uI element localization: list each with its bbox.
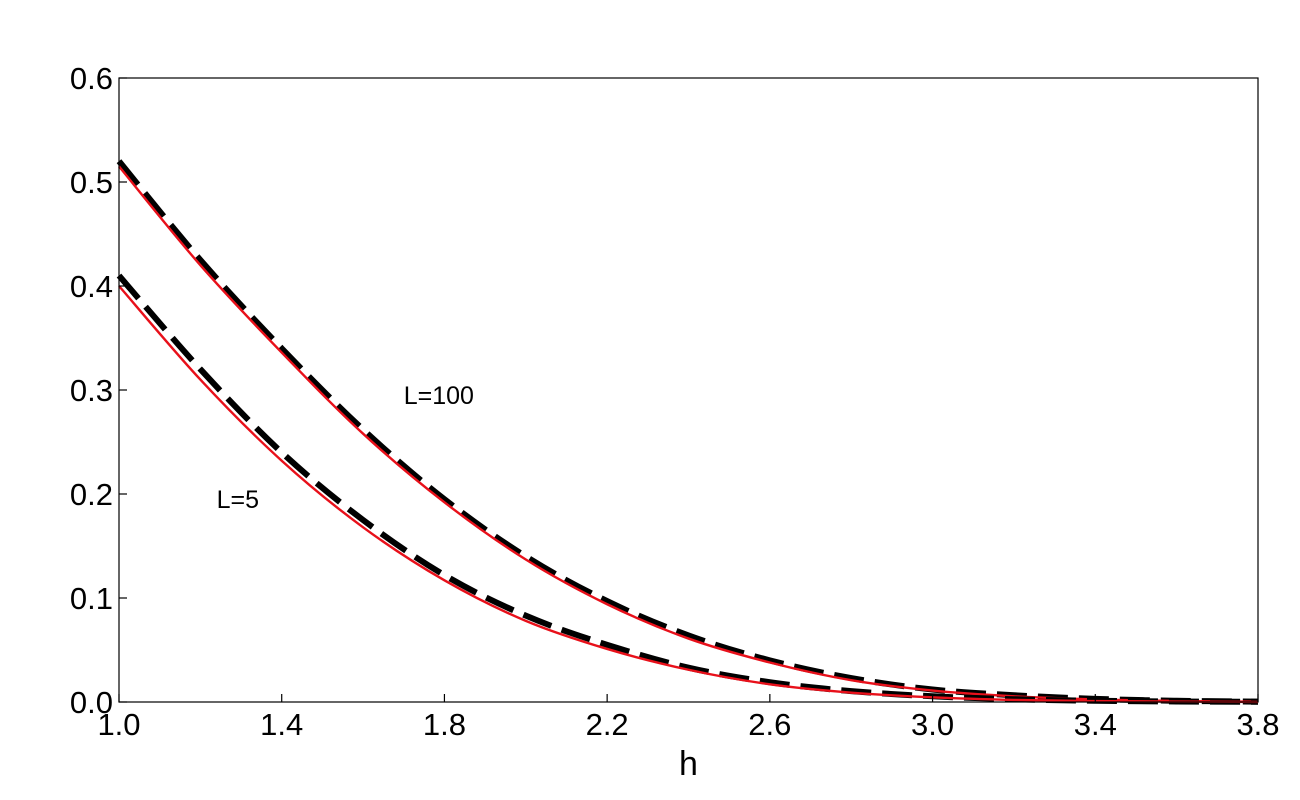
- annotation-layer: L=100 L=5: [217, 382, 474, 514]
- y-tick-label: 0.1: [70, 581, 113, 616]
- x-axis-title: h: [679, 745, 698, 783]
- x-tick-label: 1.0: [97, 707, 140, 742]
- y-tick-label: 0.5: [70, 165, 113, 200]
- curve-label: L=5: [217, 486, 259, 514]
- x-tick-label: 2.6: [748, 707, 791, 742]
- x-tick-label: 1.4: [260, 707, 303, 742]
- x-axis: 1.0 1.4 1.8 2.2 2.6 3.0 3.4 3.8: [97, 694, 1280, 742]
- x-tick-label: 3.4: [1074, 707, 1117, 742]
- x-tick-label: 3.8: [1236, 707, 1279, 742]
- solid-series-line-3: [118, 285, 1259, 704]
- plot-frame: [118, 77, 1259, 703]
- solid-series-line-1: [118, 165, 1259, 703]
- y-tick-label: 0.4: [70, 269, 113, 304]
- dashed-series-line-0: [116, 159, 1259, 705]
- y-tick-label: 0.0: [70, 685, 113, 720]
- x-tick-label: 2.2: [586, 707, 629, 742]
- series-layer: [116, 159, 1259, 705]
- y-tick-label: 0.3: [70, 373, 113, 408]
- curve-label: L=100: [404, 382, 474, 410]
- y-tick-label: 0.2: [70, 477, 113, 512]
- x-tick-label: 1.8: [423, 707, 466, 742]
- x-tick-label: 3.0: [911, 707, 954, 742]
- y-axis: 0.0 0.1 0.2 0.3 0.4 0.5 0.6: [70, 61, 127, 720]
- y-tick-label: 0.6: [70, 61, 113, 96]
